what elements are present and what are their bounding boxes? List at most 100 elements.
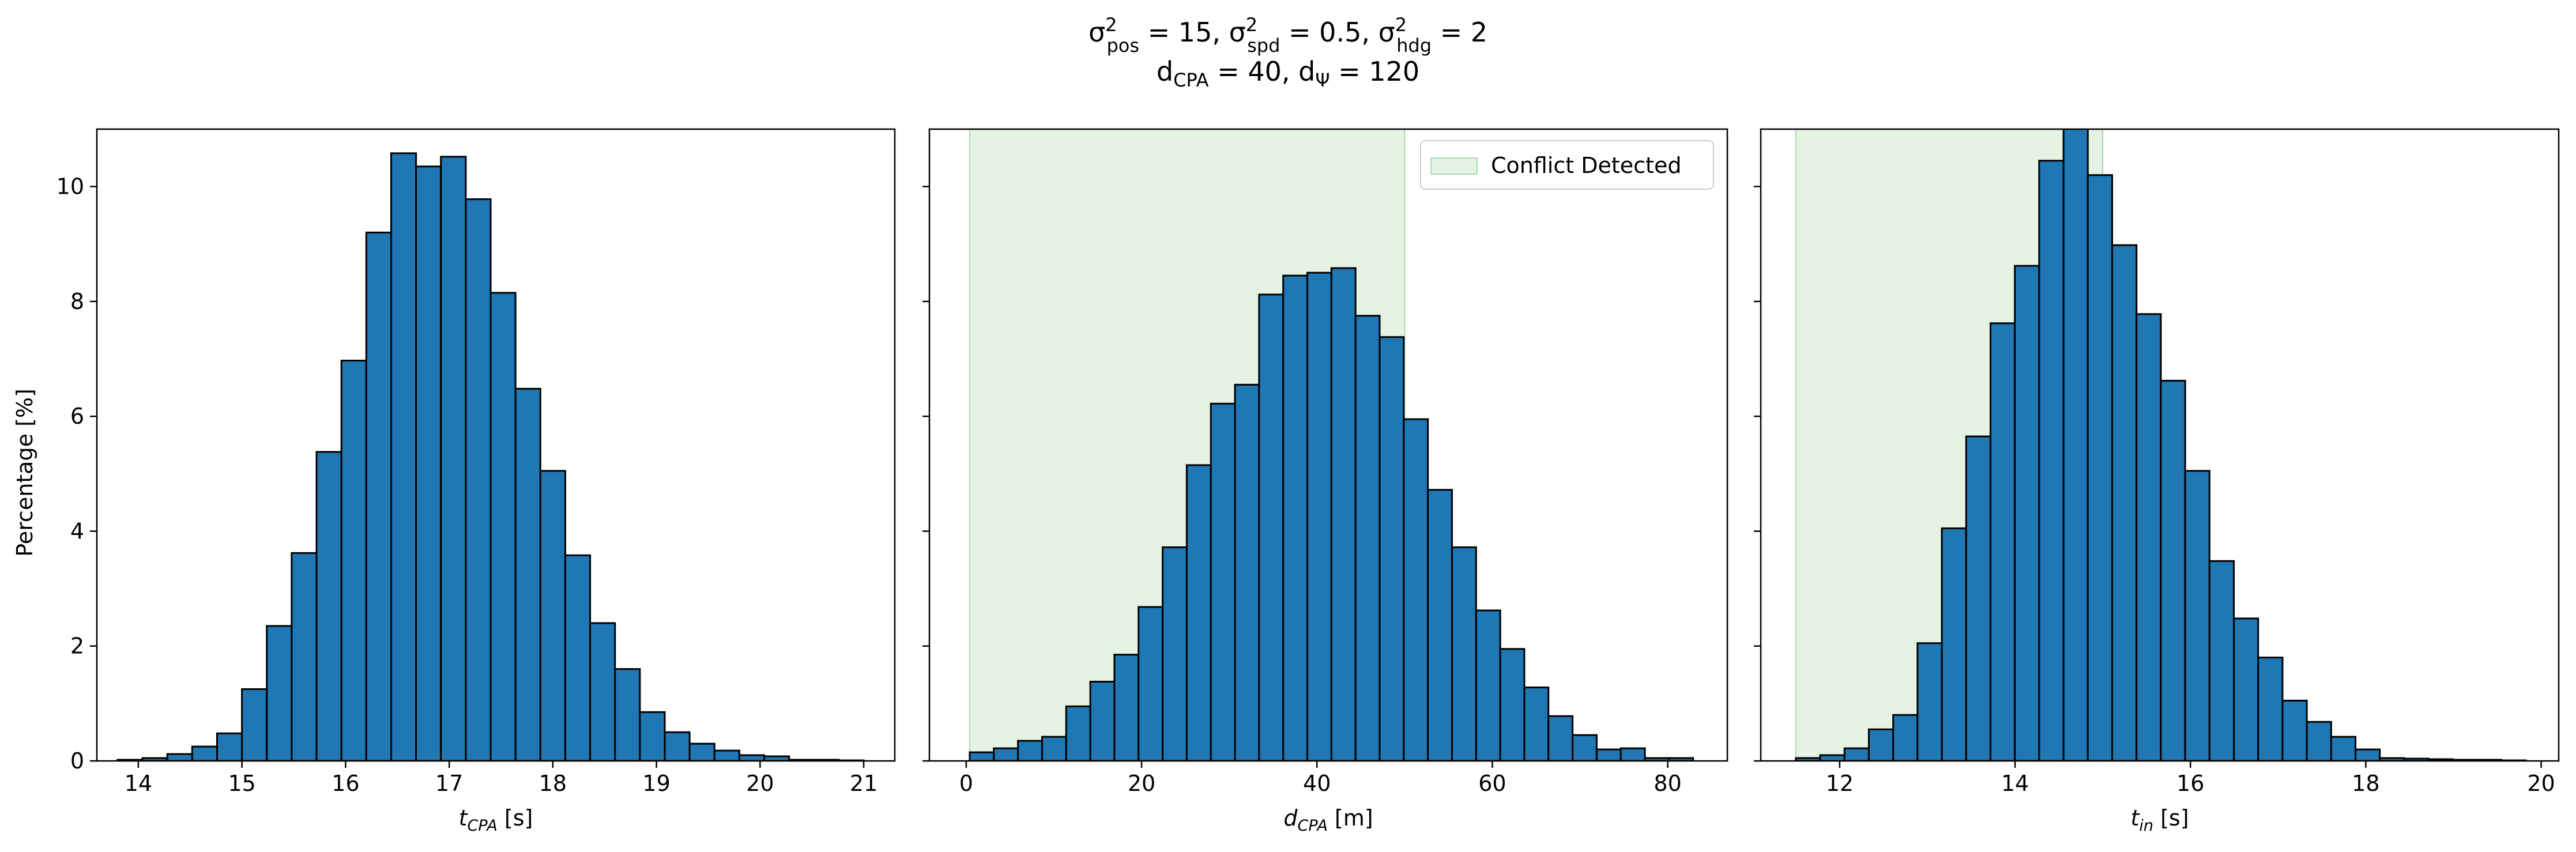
- x-tick-label: 18: [2352, 771, 2379, 796]
- histogram-bar: [1354, 315, 1381, 761]
- histogram-bar: [1523, 686, 1550, 761]
- histogram-bar: [1620, 747, 1646, 761]
- x-tick-label: 21: [850, 771, 878, 796]
- x-tick-label: 12: [1826, 771, 1854, 796]
- histogram-bar: [415, 165, 442, 761]
- histogram-bar: [191, 745, 218, 761]
- histogram-bar: [1379, 336, 1405, 761]
- legend-swatch: [1430, 157, 1478, 175]
- histogram-bar: [2184, 470, 2210, 761]
- histogram-bar: [440, 156, 467, 761]
- histogram-bar: [589, 622, 616, 761]
- x-tick-label: 0: [959, 771, 973, 796]
- histogram-bar: [216, 732, 243, 761]
- histogram-bar: [1258, 293, 1285, 761]
- histogram-bar: [514, 387, 541, 761]
- x-tick-label: 14: [2001, 771, 2029, 796]
- y-tick-label: 0: [70, 748, 84, 774]
- histogram-bar: [365, 231, 392, 761]
- histogram-bar: [2062, 129, 2089, 761]
- histogram-bar: [1819, 754, 1846, 761]
- histogram-bar: [1330, 267, 1357, 761]
- histogram-bar: [390, 152, 417, 761]
- histogram-bar: [1867, 728, 1895, 761]
- x-tick-label: 20: [2527, 771, 2555, 796]
- x-tick-label: 60: [1478, 771, 1506, 796]
- legend-label: Conflict Detected: [1491, 153, 1681, 178]
- histogram-bar: [2014, 265, 2040, 761]
- x-tick-label: 80: [1654, 771, 1681, 796]
- histogram-bar: [664, 731, 691, 761]
- histogram-bar: [1210, 402, 1236, 761]
- histogram-bar: [1547, 715, 1574, 761]
- y-tick-label: 10: [57, 174, 84, 199]
- histogram-bar: [614, 668, 641, 761]
- histogram-bar: [1282, 274, 1308, 761]
- figure-title-line1: σ2 pos = 15, σ2 spd = 0.5, σ2 hdg = 2: [1089, 14, 1487, 56]
- histogram-bar: [1965, 435, 1991, 761]
- histogram-bar: [969, 751, 995, 761]
- plot-area: [1795, 129, 2527, 761]
- histogram-bar: [2257, 657, 2284, 761]
- histogram-bar: [1138, 606, 1164, 761]
- legend-box: [1420, 140, 1714, 190]
- histogram-bar: [993, 747, 1019, 761]
- histogram-bar: [1017, 740, 1043, 761]
- y-tick-label: 4: [70, 518, 84, 544]
- histogram-bar: [2330, 736, 2357, 761]
- histogram-bar: [166, 753, 193, 761]
- panel-tcpa-histogram: 14 15 16 17 18 19 20 21 0 2 4 6 8 10 tCPA [s]: [57, 128, 896, 835]
- x-tick-label: 20: [746, 771, 774, 796]
- y-tick-label: 6: [70, 404, 84, 429]
- histogram-bar: [2087, 174, 2113, 761]
- panel-tin-histogram: 12 14 16 18 20 tin [s]: [1754, 128, 2560, 835]
- histogram-bar: [738, 754, 766, 761]
- legend: Conflict Detected: [1420, 140, 1714, 190]
- histogram-bar: [2136, 313, 2162, 761]
- histogram-bar: [1185, 464, 1212, 761]
- histogram-bar: [1403, 418, 1429, 761]
- histogram-bar: [1668, 757, 1694, 761]
- x-axis-label: tin [s]: [2130, 805, 2189, 835]
- plot-area: [969, 129, 1694, 761]
- histogram-bar: [2355, 748, 2381, 761]
- x-tick-label: 15: [228, 771, 255, 796]
- axes-frame: [928, 128, 1728, 762]
- histogram-bar: [639, 711, 666, 761]
- histogram-bar: [1941, 527, 1967, 761]
- x-tick-label: 20: [1128, 771, 1155, 796]
- x-axis-label: tCPA [s]: [459, 805, 533, 835]
- histogram-bar: [315, 451, 342, 761]
- axes-frame: [96, 128, 896, 762]
- y-tick-label: 8: [70, 289, 84, 314]
- histogram-bar: [1306, 272, 1332, 761]
- histogram-bar: [713, 749, 740, 761]
- histogram-bar: [564, 554, 592, 761]
- histogram-bar: [1451, 546, 1477, 761]
- histogram-bar: [2233, 617, 2259, 761]
- histogram-bar: [1916, 642, 1943, 761]
- x-tick-label: 16: [2176, 771, 2204, 796]
- panel-dcpa-histogram: 0 20 40 60 80 dCPA [m] Conflict Detected: [922, 128, 1728, 835]
- axes-frame: [1760, 128, 2560, 762]
- histogram-bar: [1892, 714, 1919, 761]
- x-tick-label: 16: [332, 771, 359, 796]
- histogram-bar: [1113, 654, 1140, 761]
- histogram-bar: [241, 688, 268, 761]
- x-tick-label: 40: [1303, 771, 1331, 796]
- histogram-bar: [1065, 705, 1091, 761]
- histogram-bar: [1499, 648, 1526, 761]
- histogram-bar: [1989, 322, 2016, 761]
- histogram-bar: [688, 742, 715, 761]
- histogram-bar: [2111, 244, 2138, 761]
- histogram-bar: [489, 292, 517, 761]
- y-tick-label: 2: [70, 634, 84, 659]
- x-tick-label: 17: [435, 771, 463, 796]
- histogram-bar: [291, 552, 318, 761]
- histogram-bar: [1089, 681, 1116, 761]
- histogram-bar: [1041, 736, 1067, 761]
- histogram-bar: [1843, 747, 1870, 761]
- histogram-bar: [1162, 546, 1188, 761]
- histogram-bar: [1475, 609, 1501, 761]
- histogram-bar: [266, 625, 293, 761]
